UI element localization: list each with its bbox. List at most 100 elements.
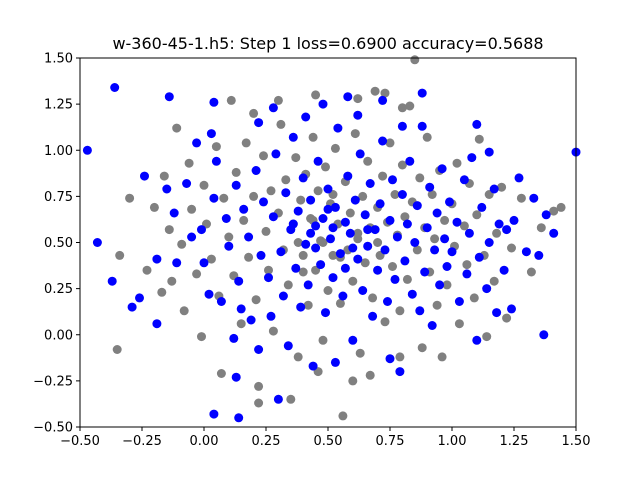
data-point <box>318 238 328 247</box>
data-point <box>430 245 440 255</box>
data-point <box>283 280 293 290</box>
data-point <box>241 138 251 148</box>
data-point <box>420 267 430 277</box>
chart-title: w-360-45-1.h5: Step 1 loss=0.6900 accura… <box>112 34 543 53</box>
data-point <box>343 171 353 181</box>
data-point <box>427 190 437 199</box>
data-point <box>266 186 276 196</box>
data-point <box>296 302 306 312</box>
data-point <box>447 247 457 257</box>
data-point <box>482 284 492 294</box>
data-point <box>82 145 92 155</box>
data-point <box>313 156 323 166</box>
data-point <box>521 247 531 257</box>
data-point <box>107 276 117 286</box>
data-point <box>281 175 291 185</box>
x-tick-label: 0.50 <box>314 434 343 449</box>
data-point <box>494 219 504 229</box>
data-point <box>209 409 219 419</box>
data-point <box>244 252 254 262</box>
data-point <box>474 134 484 144</box>
data-point <box>467 153 477 163</box>
data-point <box>291 153 301 163</box>
data-point <box>402 274 412 284</box>
data-point <box>328 223 338 233</box>
data-point <box>464 228 474 238</box>
data-point <box>355 348 365 358</box>
data-point <box>422 223 432 233</box>
data-point <box>380 245 390 255</box>
data-point <box>259 197 268 207</box>
data-point <box>350 195 360 205</box>
data-point <box>184 158 194 168</box>
data-point <box>231 372 241 382</box>
data-point <box>497 182 507 192</box>
data-point <box>157 287 167 297</box>
data-point <box>353 228 363 238</box>
data-point <box>288 132 298 142</box>
data-point <box>273 95 283 105</box>
data-point <box>127 302 137 312</box>
data-point <box>365 179 375 188</box>
data-point <box>400 212 410 222</box>
data-point <box>326 234 335 244</box>
data-point <box>231 180 241 190</box>
data-point <box>509 215 519 225</box>
data-point <box>492 228 502 238</box>
data-point <box>259 151 268 161</box>
data-point <box>115 250 125 260</box>
data-point <box>358 286 368 295</box>
data-point <box>335 249 345 259</box>
data-point <box>385 354 395 364</box>
data-point <box>169 208 179 218</box>
data-point <box>338 291 348 301</box>
data-point <box>556 202 566 212</box>
data-point <box>135 293 144 303</box>
data-point <box>197 332 206 342</box>
data-point <box>303 280 313 290</box>
x-tick-label: 1.00 <box>438 434 467 449</box>
data-point <box>231 167 241 177</box>
data-point <box>353 110 363 120</box>
data-point <box>221 214 231 223</box>
data-point <box>149 202 159 212</box>
data-point <box>311 90 321 100</box>
x-tick-label: 1.25 <box>500 434 529 449</box>
data-point <box>489 276 499 286</box>
data-point <box>308 361 318 371</box>
data-point <box>278 291 288 301</box>
data-point <box>388 175 397 185</box>
data-point <box>308 132 318 142</box>
data-point <box>385 138 395 148</box>
x-tick-label: 0.00 <box>190 434 219 449</box>
data-point <box>353 254 363 264</box>
y-tick-label: 1.00 <box>44 144 73 159</box>
x-tick-label: −0.50 <box>60 434 100 449</box>
data-point <box>534 250 544 260</box>
y-tick-label: 0.00 <box>44 328 73 343</box>
data-point <box>380 317 390 327</box>
data-point <box>246 315 256 325</box>
data-point <box>462 269 472 279</box>
data-point <box>375 199 385 209</box>
data-point <box>162 184 172 194</box>
data-point <box>296 195 306 205</box>
data-point <box>348 276 358 286</box>
data-point <box>159 171 169 181</box>
data-point <box>197 225 206 235</box>
data-point <box>482 332 492 342</box>
data-point <box>445 197 454 207</box>
data-point <box>345 228 355 238</box>
data-point <box>492 308 502 318</box>
data-point <box>264 273 273 283</box>
data-point <box>318 214 328 223</box>
data-point <box>363 241 373 251</box>
data-point <box>333 123 343 133</box>
data-point <box>368 293 378 303</box>
data-point <box>412 201 422 211</box>
data-point <box>179 306 189 316</box>
data-point <box>328 250 338 260</box>
data-point <box>370 225 380 235</box>
data-point <box>261 226 271 236</box>
